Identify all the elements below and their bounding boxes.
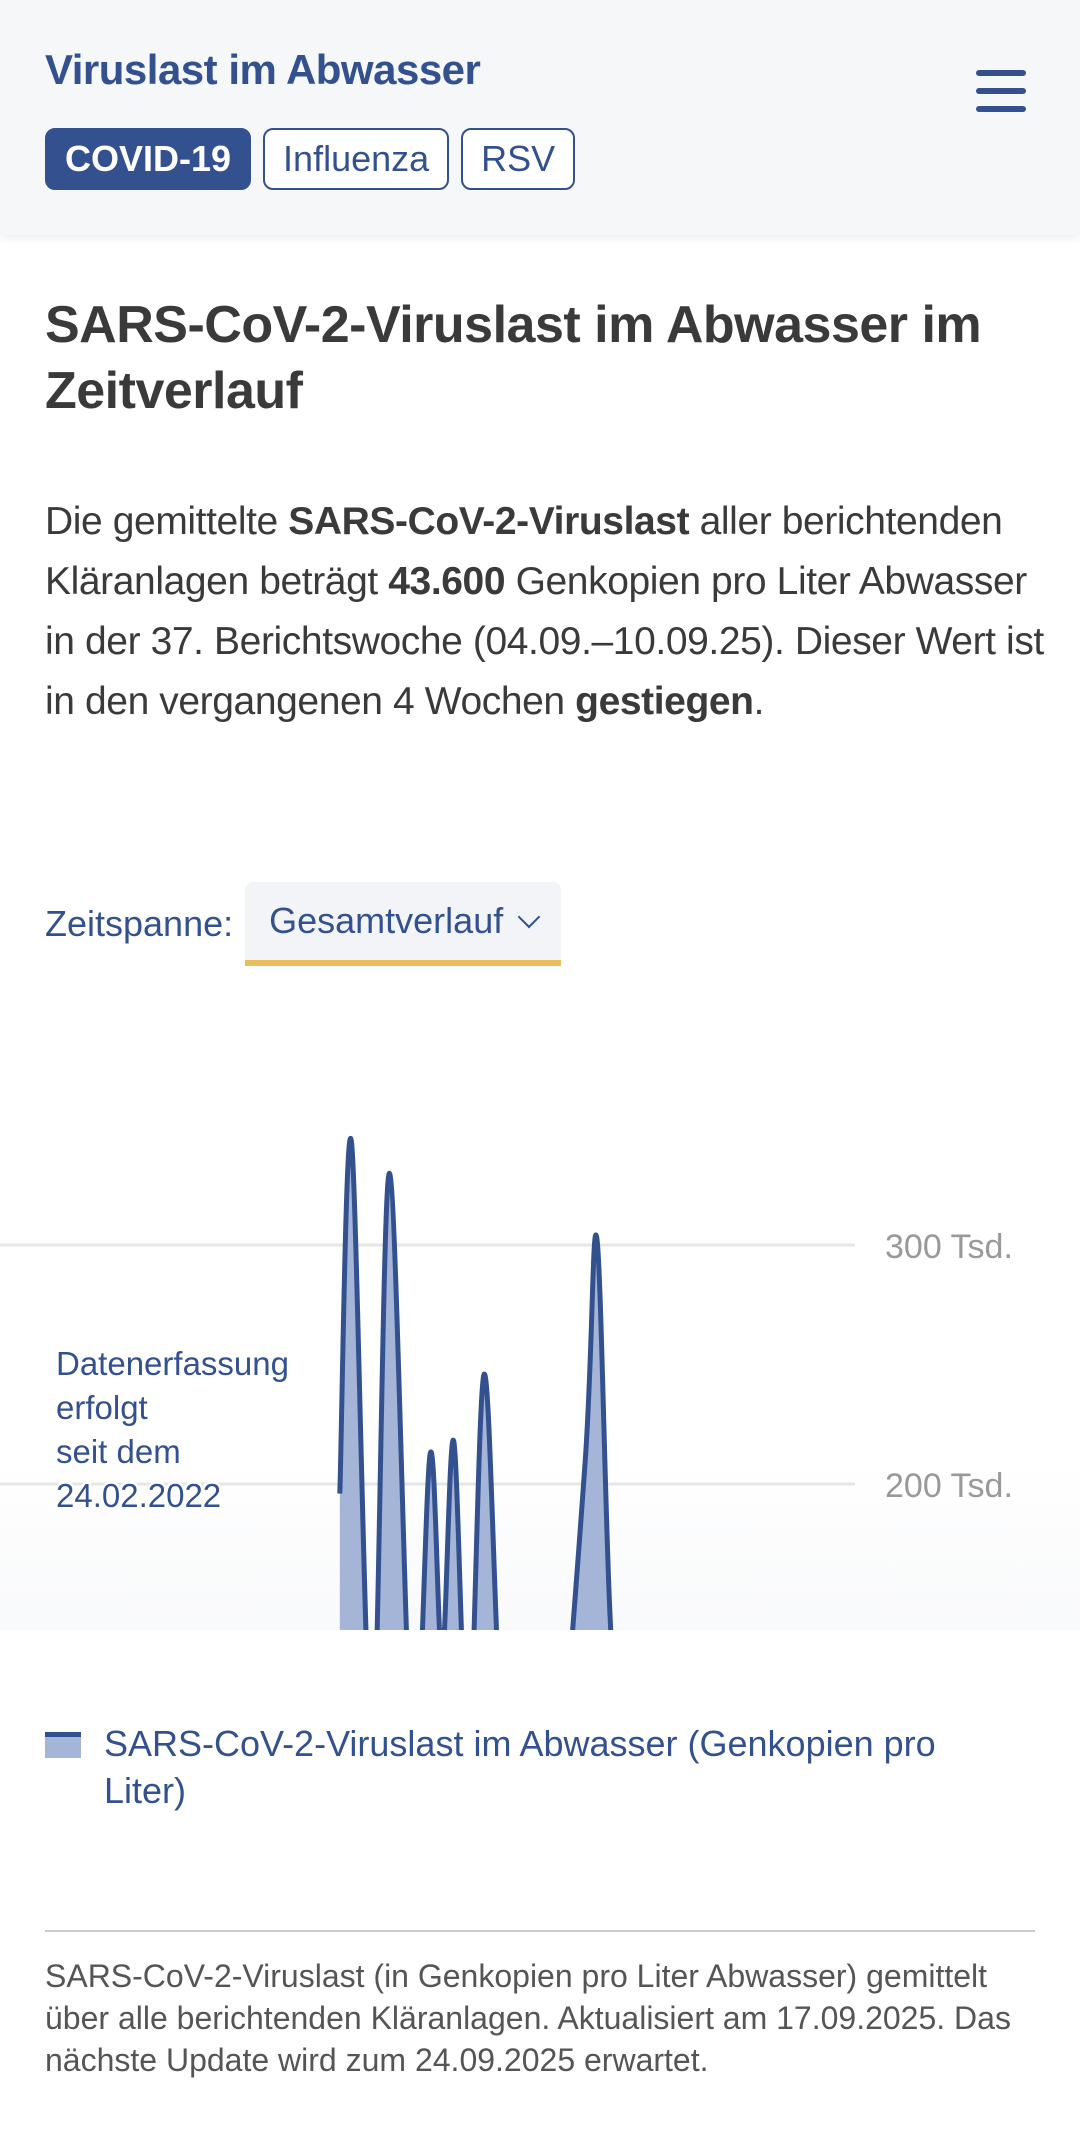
page-title: SARS-CoV-2-Viruslast im Abwasser im Zeit…: [45, 296, 982, 420]
y-tick-label: 300 Tsd.: [885, 1228, 1013, 1266]
tab-covid-19[interactable]: COVID-19: [45, 128, 252, 190]
data-start-annotation: Datenerfassung: [56, 1345, 289, 1382]
trend: gestiegen: [575, 680, 754, 723]
chart-background: [0, 1460, 1080, 1630]
footnote: SARS-CoV-2-Viruslast (in Genkopien pro L…: [45, 1958, 1011, 2078]
chart-legend[interactable]: SARS-CoV-2-Viruslast im Abwasser (Genkop…: [45, 1720, 984, 1814]
legend-swatch: [45, 1732, 81, 1758]
virus-tabs: COVID-19 Influenza RSV: [45, 128, 576, 190]
tab-rsv[interactable]: RSV: [461, 128, 576, 190]
app-title[interactable]: Viruslast im Abwasser: [45, 46, 481, 93]
data-start-annotation: erfolgt: [56, 1389, 148, 1426]
timespan-label: Zeitspanne:: [45, 903, 234, 944]
bold-text: SARS-CoV-2-Viruslast: [288, 500, 690, 543]
data-start-annotation: 24.02.2022: [56, 1477, 221, 1514]
data-start-annotation: seit dem: [56, 1433, 181, 1470]
viral-load-chart: 0100 Tsd.200 Tsd.300 Tsd.202120222023202…: [0, 1136, 1080, 1630]
legend-label: SARS-CoV-2-Viruslast im Abwasser (Genkop…: [104, 1723, 936, 1811]
text: aller berichtenden Kläranlagen beträgt: [45, 500, 1003, 603]
timespan-row: Zeitspanne: Gesamtverlauf: [45, 882, 562, 966]
timespan-value: Gesamtverlauf: [269, 900, 504, 941]
text: .: [753, 680, 765, 723]
text: Genkopien pro Liter Abwasser in der 37. …: [45, 560, 1044, 723]
app-header: Viruslast im Abwasser COVID-19 Influenza…: [0, 0, 1080, 235]
area-fill: [339, 1138, 611, 1630]
tab-influenza[interactable]: Influenza: [263, 128, 450, 190]
summary-text: Die gemittelte SARS-CoV-2-Viruslast alle…: [45, 492, 1055, 732]
current-value: 43.600: [388, 560, 506, 603]
hamburger-menu-icon[interactable]: [976, 70, 1026, 112]
timespan-select[interactable]: Gesamtverlauf: [245, 882, 562, 966]
series-line: [337, 1136, 614, 1630]
chevron-down-icon: [517, 905, 541, 929]
divider: [45, 1930, 1035, 1932]
text: Die gemittelte: [45, 500, 289, 543]
y-tick-label: 200 Tsd.: [885, 1467, 1013, 1505]
